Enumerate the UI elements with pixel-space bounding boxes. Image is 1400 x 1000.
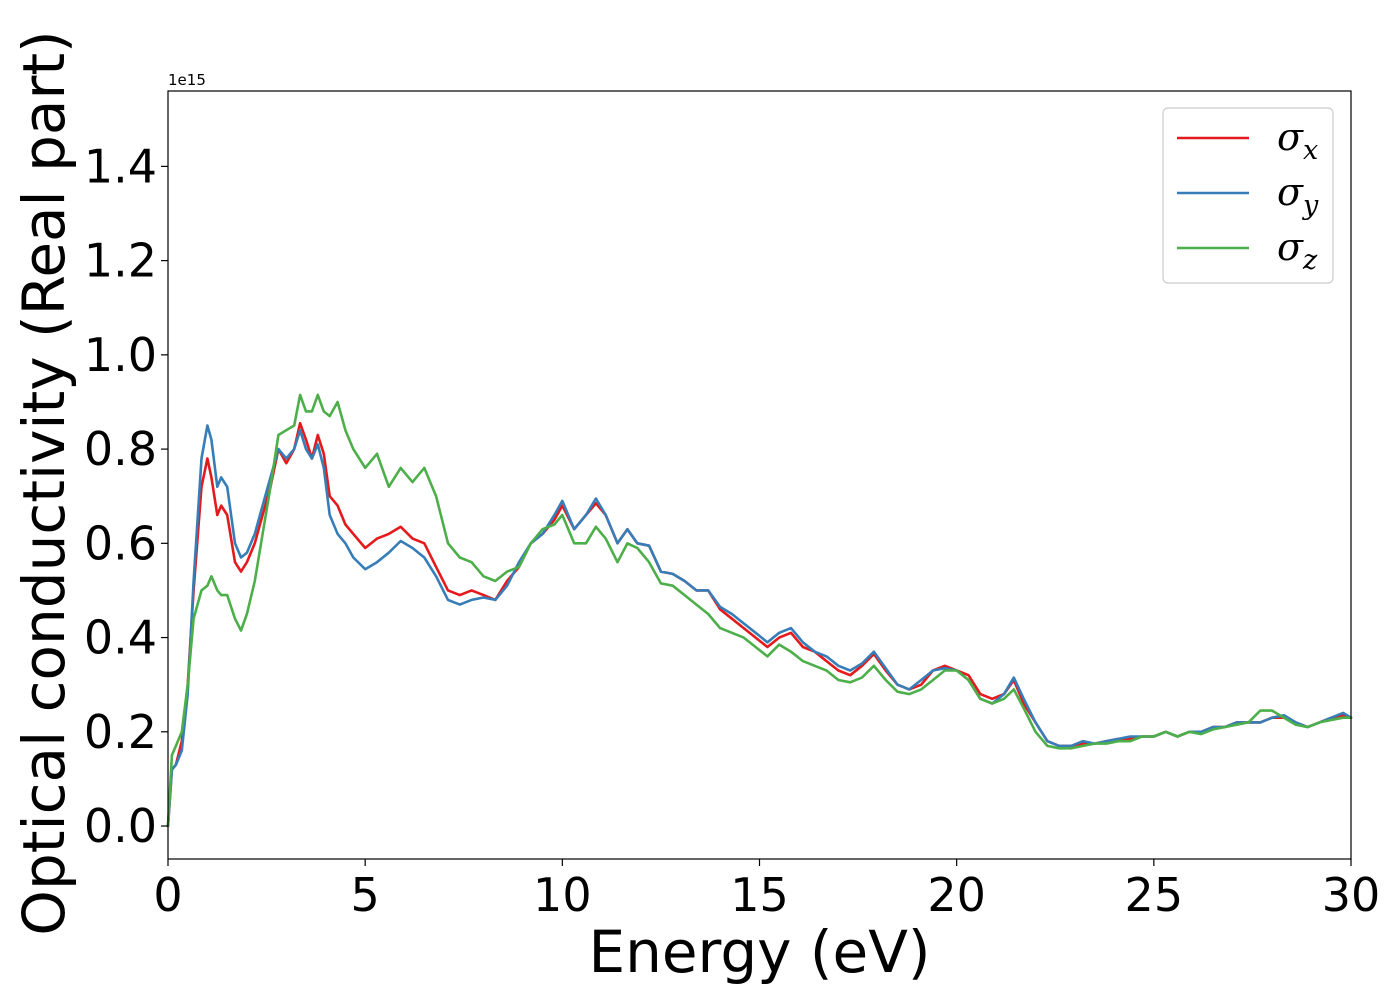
legend-label: σz — [1277, 225, 1318, 276]
x-tick-label: 0 — [153, 868, 182, 922]
y-tick-label: 1.0 — [84, 328, 157, 382]
y-tick-label: 0.8 — [84, 422, 157, 476]
y-tick-label: 0.4 — [84, 611, 157, 665]
x-axis-ticks: 0 5 10 15 20 25 30 — [153, 859, 1380, 922]
legend-label: σx — [1277, 115, 1318, 166]
y-tick-label: 0.6 — [84, 516, 157, 570]
legend-subscript: z — [1302, 245, 1318, 276]
legend-item-y: σy — [1177, 170, 1319, 221]
legend-item-z: σz — [1177, 225, 1318, 276]
x-tick-label: 25 — [1125, 868, 1184, 922]
y-tick-label: 1.4 — [84, 139, 157, 193]
x-tick-label: 30 — [1322, 868, 1381, 922]
series-line-z — [166, 393, 1353, 828]
legend-label: σy — [1277, 170, 1319, 221]
y-axis-title: Optical conductivity (Real part) — [10, 30, 78, 935]
legend-subscript: y — [1302, 190, 1319, 221]
y-axis-offset-label: 1e15 — [168, 71, 206, 89]
y-axis-ticks: 0.0 0.2 0.4 0.6 0.8 1.0 1.2 1.4 — [84, 139, 168, 853]
y-tick-label: 0.2 — [84, 705, 157, 759]
series-line-y — [166, 424, 1353, 828]
series-layer — [166, 393, 1353, 828]
legend-item-x: σx — [1177, 115, 1318, 166]
legend-box — [1162, 107, 1334, 284]
x-tick-label: 5 — [351, 868, 380, 922]
legend-symbol: σ — [1277, 225, 1304, 269]
x-axis-title: Energy (eV) — [588, 918, 930, 986]
legend-symbol: σ — [1277, 170, 1304, 214]
legend-symbol: σ — [1277, 115, 1304, 159]
y-tick-label: 0.0 — [84, 799, 157, 853]
x-tick-label: 10 — [533, 868, 592, 922]
x-tick-label: 20 — [927, 868, 986, 922]
legend-subscript: x — [1303, 135, 1318, 166]
y-tick-label: 1.2 — [84, 234, 157, 288]
x-tick-label: 15 — [730, 868, 789, 922]
